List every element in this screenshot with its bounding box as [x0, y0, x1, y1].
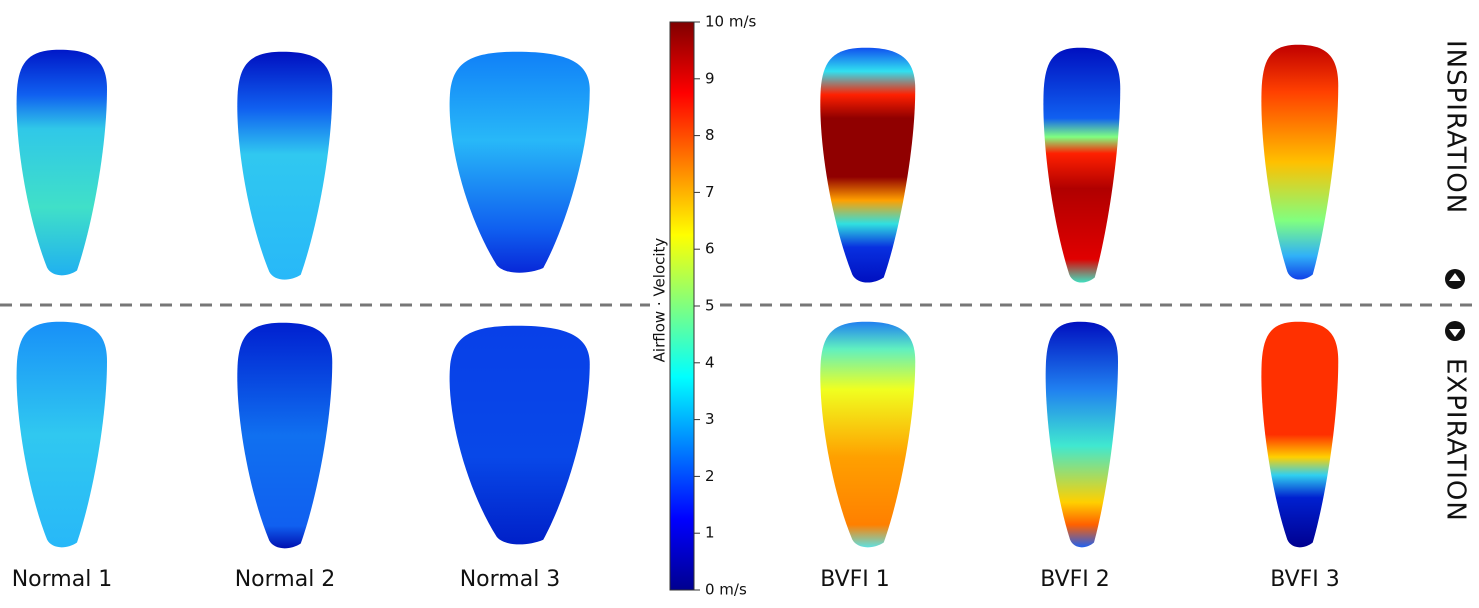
- colorbar: [669, 21, 695, 591]
- panel-label: BVFI 3: [1270, 567, 1340, 592]
- tick-label: 9: [705, 69, 715, 87]
- flow-shape: [237, 51, 333, 280]
- panel-label: Normal 3: [460, 567, 561, 592]
- flow-shape: [1045, 321, 1118, 548]
- colorbar-label: Airflow · Velocity: [651, 238, 669, 363]
- panel-labels: Normal 1 Normal 2 Normal 3 BVFI 1 BVFI 2 BVFI…: [12, 567, 1340, 592]
- flow-shape: [820, 47, 916, 283]
- flow-shape: [449, 51, 590, 273]
- flow-shape: [16, 49, 107, 276]
- phase-label: INSPIRATION: [1441, 40, 1471, 214]
- flow-shape: [820, 321, 916, 548]
- tick-label: 4: [705, 353, 715, 371]
- tick-label: 1: [705, 524, 715, 542]
- tick-label: 8: [705, 126, 715, 144]
- tick-label: 6: [705, 240, 715, 258]
- panel-label: BVFI 2: [1040, 567, 1110, 592]
- flow-shape: [16, 321, 107, 548]
- phase-icon: [1449, 329, 1461, 337]
- flow-shape: [1043, 47, 1121, 283]
- flow-shape: [1261, 321, 1339, 548]
- tick-label: 7: [705, 183, 715, 201]
- flow-shape: [449, 325, 590, 545]
- panel-label: Normal 2: [235, 567, 336, 592]
- tick-label: 0 m/s: [705, 581, 747, 599]
- phase-label: EXPIRATION: [1441, 358, 1471, 522]
- tick-label: 2: [705, 467, 715, 485]
- flow-shape: [237, 322, 333, 549]
- tick-label: 10 m/s: [705, 13, 757, 31]
- tick-label: 3: [705, 410, 715, 428]
- phase-icon: [1449, 273, 1461, 281]
- flow-shape: [1261, 44, 1339, 280]
- panel-label: BVFI 1: [820, 567, 890, 592]
- tick-label: 5: [705, 297, 715, 315]
- panel-label: Normal 1: [12, 567, 113, 592]
